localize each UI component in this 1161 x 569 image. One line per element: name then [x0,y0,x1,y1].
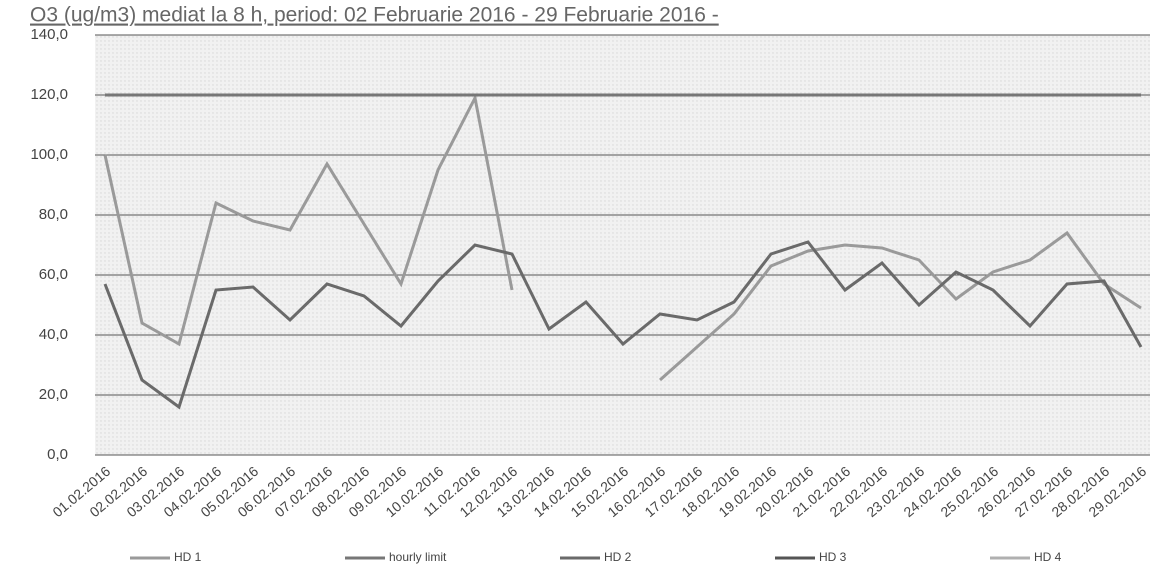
y-tick-label: 80,0 [39,206,68,223]
legend-label: HD 3 [819,550,847,564]
y-tick-label: 20,0 [39,386,68,403]
chart-title: O3 (ug/m3) mediat la 8 h, period: 02 Feb… [30,4,719,27]
y-tick-label: 100,0 [30,146,68,163]
y-tick-label: 140,0 [30,26,68,43]
plot-area [95,35,1150,455]
series-line [103,93,1142,382]
y-tick-label: 120,0 [30,86,68,103]
y-tick-label: 40,0 [39,326,68,343]
y-tick-label: 0,0 [47,446,68,463]
legend-label: HD 2 [604,550,632,564]
y-tick-label: 60,0 [39,266,68,283]
legend-label: HD 1 [174,550,202,564]
legend-label: hourly limit [389,550,447,564]
series-line [103,240,1143,410]
legend-label: HD 4 [1034,550,1062,564]
